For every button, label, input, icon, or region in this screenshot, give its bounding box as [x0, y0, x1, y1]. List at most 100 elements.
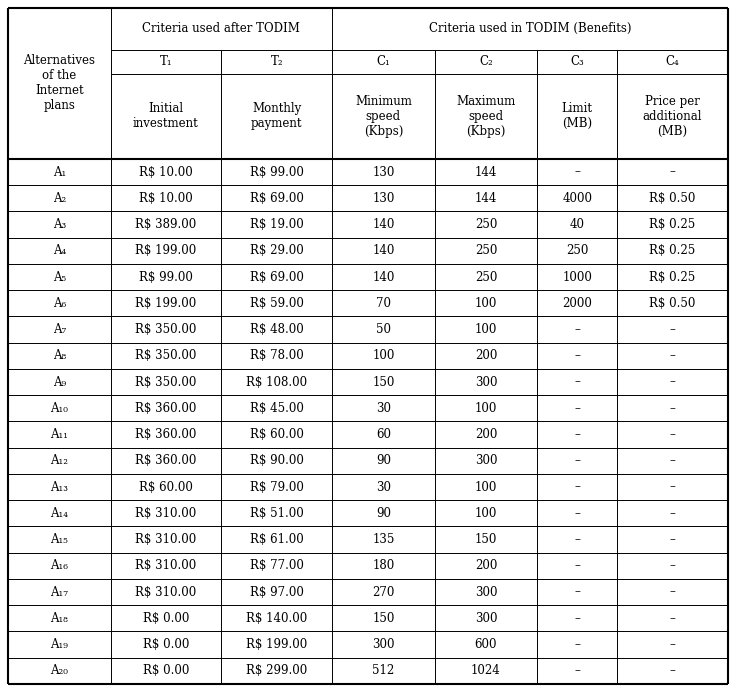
Text: A₁₉: A₁₉ — [50, 638, 68, 651]
Text: C₁: C₁ — [377, 55, 390, 68]
Text: 250: 250 — [475, 271, 497, 284]
Text: 50: 50 — [376, 323, 391, 336]
Text: C₃: C₃ — [570, 55, 584, 68]
Text: Maximum
speed
(Kbps): Maximum speed (Kbps) — [456, 95, 516, 138]
Text: R$ 48.00: R$ 48.00 — [250, 323, 303, 336]
Text: A₁₅: A₁₅ — [50, 533, 68, 546]
Text: C₄: C₄ — [666, 55, 679, 68]
Text: Criteria used after TODIM: Criteria used after TODIM — [142, 22, 300, 35]
Text: 250: 250 — [566, 244, 588, 257]
Text: R$ 61.00: R$ 61.00 — [250, 533, 303, 546]
Text: R$ 99.00: R$ 99.00 — [139, 271, 193, 284]
Text: 250: 250 — [475, 244, 497, 257]
Text: A₂: A₂ — [53, 192, 66, 205]
Text: –: – — [670, 349, 676, 363]
Text: A₁₁: A₁₁ — [50, 428, 68, 441]
Text: A₃: A₃ — [53, 218, 66, 231]
Text: 30: 30 — [376, 481, 391, 493]
Text: A₁₂: A₁₂ — [50, 455, 68, 467]
Text: A₁₆: A₁₆ — [50, 559, 68, 572]
Text: –: – — [574, 323, 580, 336]
Text: R$ 0.00: R$ 0.00 — [143, 664, 189, 677]
Text: R$ 51.00: R$ 51.00 — [250, 507, 303, 520]
Text: R$ 0.50: R$ 0.50 — [649, 297, 696, 310]
Text: –: – — [670, 507, 676, 520]
Text: R$ 59.00: R$ 59.00 — [250, 297, 304, 310]
Text: –: – — [670, 664, 676, 677]
Text: A₁₄: A₁₄ — [50, 507, 68, 520]
Text: 150: 150 — [475, 533, 497, 546]
Text: –: – — [574, 428, 580, 441]
Text: –: – — [670, 376, 676, 389]
Text: Criteria used in TODIM (Benefits): Criteria used in TODIM (Benefits) — [429, 22, 631, 35]
Text: 1000: 1000 — [562, 271, 592, 284]
Text: A₉: A₉ — [53, 376, 66, 389]
Text: R$ 77.00: R$ 77.00 — [250, 559, 304, 572]
Text: R$ 360.00: R$ 360.00 — [135, 455, 197, 467]
Text: 300: 300 — [475, 585, 498, 599]
Text: 300: 300 — [475, 612, 498, 625]
Text: 100: 100 — [475, 323, 497, 336]
Text: 130: 130 — [372, 165, 394, 179]
Text: 100: 100 — [372, 349, 394, 363]
Text: R$ 0.25: R$ 0.25 — [649, 218, 696, 231]
Text: A₁: A₁ — [53, 165, 66, 179]
Text: R$ 299.00: R$ 299.00 — [246, 664, 308, 677]
Text: R$ 29.00: R$ 29.00 — [250, 244, 303, 257]
Text: R$ 140.00: R$ 140.00 — [246, 612, 308, 625]
Text: C₂: C₂ — [479, 55, 493, 68]
Text: R$ 350.00: R$ 350.00 — [135, 376, 197, 389]
Text: A₁₇: A₁₇ — [50, 585, 68, 599]
Text: T₁: T₁ — [160, 55, 172, 68]
Text: R$ 310.00: R$ 310.00 — [135, 507, 197, 520]
Text: 150: 150 — [372, 376, 394, 389]
Text: A₂₀: A₂₀ — [50, 664, 68, 677]
Text: R$ 79.00: R$ 79.00 — [250, 481, 304, 493]
Text: –: – — [574, 533, 580, 546]
Text: 200: 200 — [475, 428, 497, 441]
Text: A₁₃: A₁₃ — [50, 481, 68, 493]
Text: R$ 19.00: R$ 19.00 — [250, 218, 303, 231]
Text: –: – — [574, 612, 580, 625]
Text: A₄: A₄ — [53, 244, 66, 257]
Text: 100: 100 — [475, 481, 497, 493]
Text: 300: 300 — [372, 638, 394, 651]
Text: 200: 200 — [475, 349, 497, 363]
Text: R$ 360.00: R$ 360.00 — [135, 428, 197, 441]
Text: R$ 199.00: R$ 199.00 — [246, 638, 308, 651]
Text: R$ 69.00: R$ 69.00 — [250, 192, 304, 205]
Text: R$ 350.00: R$ 350.00 — [135, 323, 197, 336]
Text: R$ 60.00: R$ 60.00 — [139, 481, 193, 493]
Text: A₈: A₈ — [53, 349, 66, 363]
Text: 600: 600 — [475, 638, 498, 651]
Text: R$ 310.00: R$ 310.00 — [135, 559, 197, 572]
Text: –: – — [574, 165, 580, 179]
Text: –: – — [574, 481, 580, 493]
Text: Limit
(MB): Limit (MB) — [562, 102, 592, 130]
Text: 90: 90 — [376, 507, 391, 520]
Text: R$ 199.00: R$ 199.00 — [135, 297, 197, 310]
Text: R$ 45.00: R$ 45.00 — [250, 402, 304, 415]
Text: –: – — [574, 638, 580, 651]
Text: 150: 150 — [372, 612, 394, 625]
Text: –: – — [670, 428, 676, 441]
Text: –: – — [670, 323, 676, 336]
Text: –: – — [670, 455, 676, 467]
Text: –: – — [670, 559, 676, 572]
Text: –: – — [670, 612, 676, 625]
Text: 90: 90 — [376, 455, 391, 467]
Text: R$ 97.00: R$ 97.00 — [250, 585, 304, 599]
Text: Price per
additional
(MB): Price per additional (MB) — [643, 95, 702, 138]
Text: 4000: 4000 — [562, 192, 592, 205]
Text: A₆: A₆ — [53, 297, 66, 310]
Text: 300: 300 — [475, 455, 498, 467]
Text: –: – — [574, 376, 580, 389]
Text: –: – — [574, 507, 580, 520]
Text: 300: 300 — [475, 376, 498, 389]
Text: Monthly
payment: Monthly payment — [251, 102, 302, 130]
Text: R$ 10.00: R$ 10.00 — [139, 192, 193, 205]
Text: –: – — [574, 559, 580, 572]
Text: Minimum
speed
(Kbps): Minimum speed (Kbps) — [355, 95, 412, 138]
Text: T₂: T₂ — [270, 55, 283, 68]
Text: R$ 0.50: R$ 0.50 — [649, 192, 696, 205]
